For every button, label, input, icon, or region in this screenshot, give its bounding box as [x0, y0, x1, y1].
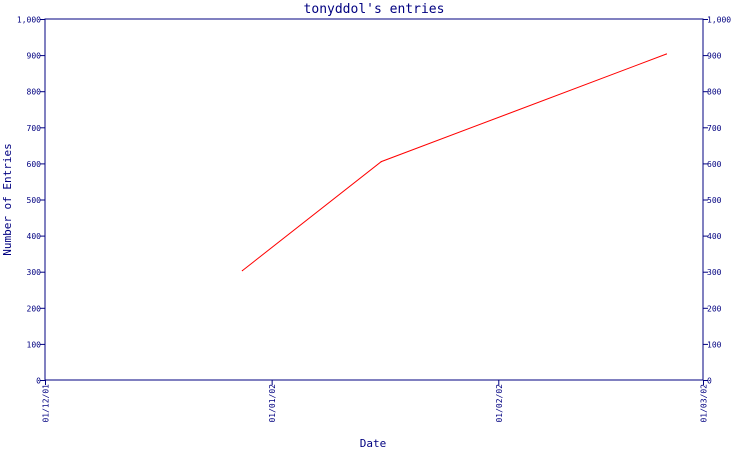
y-tick-label: 800 [27, 88, 42, 97]
y-axis-title: Number of Entries [1, 143, 14, 256]
x-axis: 01/12/01 01/01/02 01/02/02 01/03/02 [42, 380, 709, 423]
x-tick-label: 01/03/02 [700, 384, 709, 423]
data-point [380, 161, 382, 163]
data-point [241, 270, 243, 272]
x-tick-label: 01/02/02 [495, 384, 504, 423]
right-y-tick-label: 500 [707, 196, 722, 205]
y-tick-label: 1,000 [17, 16, 41, 25]
y-tick-label: 300 [27, 268, 42, 277]
y-tick-label: 100 [27, 340, 42, 349]
y-tick-label: 900 [27, 52, 42, 61]
data-point [665, 53, 668, 55]
plot-area-frame [44, 18, 704, 381]
right-y-tick-label: 200 [707, 304, 722, 313]
x-tick-label: 01/01/02 [268, 384, 277, 423]
series-line [242, 53, 667, 271]
right-y-tick-label: 800 [707, 88, 722, 97]
x-axis-title: Date [360, 437, 387, 450]
y-tick-label: 700 [27, 124, 42, 133]
left-y-axis: 0 100 200 300 400 500 600 700 800 900 1,000 [17, 16, 45, 386]
right-y-tick-label: 0 [707, 377, 712, 386]
y-tick-label: 500 [27, 196, 42, 205]
y-tick-label: 0 [36, 377, 41, 386]
right-y-axis: 0 100 200 300 400 500 600 700 800 900 1,000 [703, 16, 731, 386]
right-y-tick-label: 400 [707, 232, 722, 241]
y-tick-label: 600 [27, 160, 42, 169]
series-layer [241, 53, 668, 272]
right-y-tick-label: 900 [707, 52, 722, 61]
right-y-tick-label: 600 [707, 160, 722, 169]
y-tick-label: 400 [27, 232, 42, 241]
x-tick-label: 01/12/01 [42, 384, 51, 423]
right-y-tick-label: 300 [707, 268, 722, 277]
right-y-tick-label: 700 [707, 124, 722, 133]
chart-title: tonyddol's entries [304, 2, 445, 17]
right-y-tick-label: 100 [707, 340, 722, 349]
right-y-tick-label: 1,000 [707, 16, 731, 25]
y-tick-label: 200 [27, 304, 42, 313]
